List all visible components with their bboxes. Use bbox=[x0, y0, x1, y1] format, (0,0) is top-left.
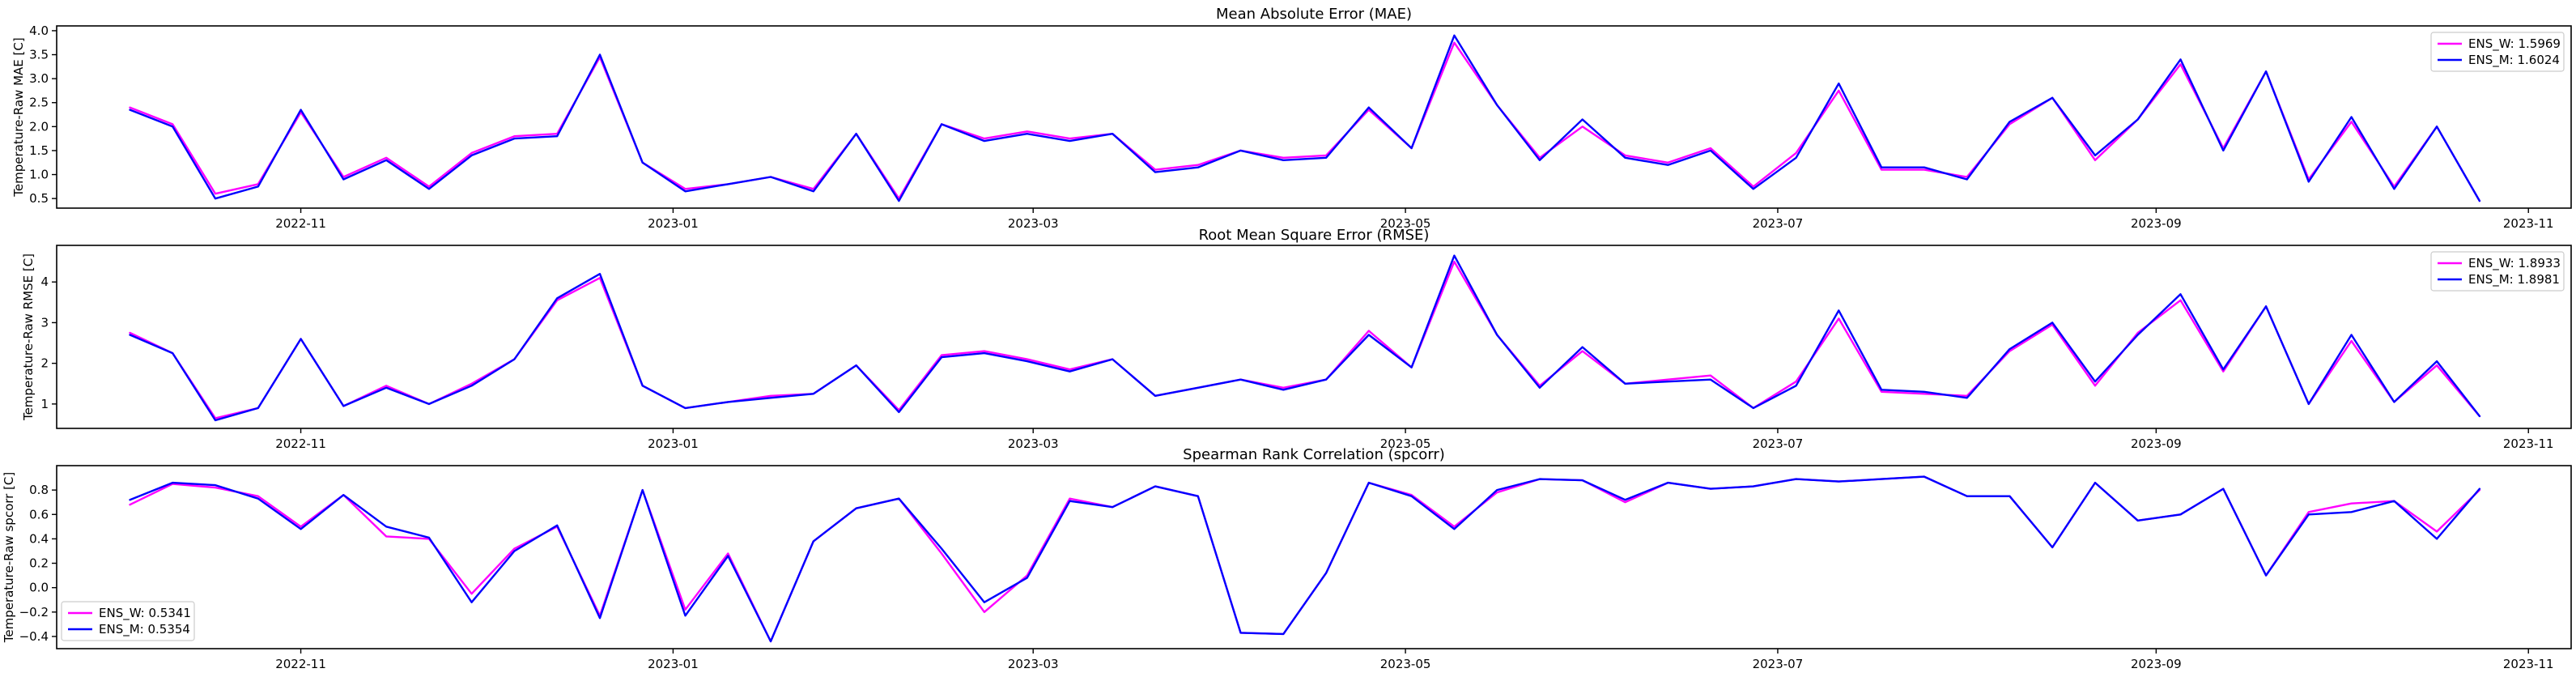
mae-y-tick-label: 2.5 bbox=[29, 96, 49, 110]
rmse-legend: ENS_W: 1.8933 ENS_M: 1.8981 bbox=[2430, 251, 2565, 292]
spcorr-y-tick-label: 0.8 bbox=[29, 483, 49, 497]
spcorr-y-tick-label: −0.2 bbox=[19, 605, 49, 620]
spcorr-series-line-ens-w bbox=[129, 475, 2481, 643]
spcorr-x-tick-label: 2023-07 bbox=[1753, 657, 1804, 671]
legend-label-ens-w: ENS_W: 0.5341 bbox=[99, 606, 191, 621]
spcorr-y-tick-label: −0.4 bbox=[19, 629, 49, 644]
mae-x-tick-label: 2023-09 bbox=[2131, 216, 2182, 231]
rmse-x-tick-label: 2023-11 bbox=[2503, 436, 2554, 451]
rmse-series-line-ens-w bbox=[129, 260, 2481, 419]
spcorr-legend: ENS_W: 0.5341 ENS_M: 0.5354 bbox=[61, 601, 195, 641]
spcorr-title: Spearman Rank Correlation (spcorr) bbox=[1183, 446, 1445, 463]
legend-label-ens-m: ENS_M: 1.8981 bbox=[2468, 272, 2560, 287]
mae-y-axis: 0.5 1.0 1.5 2.0 2.5 3.0 3.5 4.0 bbox=[29, 23, 57, 206]
mae-series-line-ens-w bbox=[129, 41, 2481, 202]
spcorr-axes-frame bbox=[56, 465, 2572, 649]
spcorr-x-tick-label: 2022-11 bbox=[275, 657, 326, 671]
mae-y-tick-label: 1.5 bbox=[29, 143, 49, 158]
mae-y-tick-label: 0.5 bbox=[29, 191, 49, 206]
rmse-x-axis: 2022-11 2023-01 2023-03 2023-05 2023-07 2023-… bbox=[275, 428, 2554, 451]
spcorr-x-tick-label: 2023-03 bbox=[1008, 657, 1059, 671]
mae-y-tick-label: 2.0 bbox=[29, 119, 49, 134]
mae-y-tick-label: 4.0 bbox=[29, 23, 49, 38]
mae-y-axis-label: Temperature-Raw MAE [C] bbox=[11, 37, 26, 197]
spcorr-x-axis: 2022-11 2023-01 2023-03 2023-05 2023-07 2023-… bbox=[275, 649, 2554, 671]
rmse-y-tick-label: 2 bbox=[40, 356, 49, 371]
legend-label-ens-m: ENS_M: 1.6024 bbox=[2468, 53, 2560, 68]
spcorr-x-tick-label: 2023-01 bbox=[648, 657, 699, 671]
mae-x-tick-label: 2023-03 bbox=[1008, 216, 1059, 231]
mae-x-tick-label: 2023-05 bbox=[1380, 216, 1431, 231]
mae-y-tick-label: 3.0 bbox=[29, 71, 49, 86]
spcorr-lines bbox=[129, 475, 2481, 643]
mae-title: Mean Absolute Error (MAE) bbox=[1216, 6, 1412, 23]
rmse-x-tick-label: 2023-03 bbox=[1008, 436, 1059, 451]
mae-series-line-ens-m bbox=[129, 34, 2481, 202]
mae-x-tick-label: 2023-07 bbox=[1753, 216, 1804, 231]
rmse-x-tick-label: 2023-09 bbox=[2131, 436, 2182, 451]
rmse-axes-frame bbox=[56, 245, 2572, 429]
spcorr-x-tick-label: 2023-05 bbox=[1380, 657, 1431, 671]
rmse-lines bbox=[129, 254, 2481, 422]
spcorr-y-axis: −0.4 −0.2 0.0 0.2 0.4 0.6 0.8 bbox=[19, 483, 57, 644]
spcorr-y-axis-label: Temperature-Raw spcorr [C] bbox=[2, 472, 16, 644]
mae-x-tick-label: 2022-11 bbox=[275, 216, 326, 231]
rmse-x-tick-label: 2023-07 bbox=[1753, 436, 1804, 451]
mae-y-tick-label: 3.5 bbox=[29, 48, 49, 62]
spcorr-y-tick-label: 0.4 bbox=[29, 531, 49, 546]
rmse-series-line-ens-m bbox=[129, 254, 2481, 422]
legend-label-ens-m: ENS_M: 0.5354 bbox=[99, 622, 190, 637]
legend-label-ens-w: ENS_W: 1.8933 bbox=[2468, 256, 2561, 271]
spcorr-y-tick-label: 0.0 bbox=[29, 581, 49, 595]
mae-x-axis: 2022-11 2023-01 2023-03 2023-05 2023-07 2023-… bbox=[275, 208, 2554, 231]
spcorr-x-tick-label: 2023-11 bbox=[2503, 657, 2554, 671]
spcorr-panel: Spearman Rank Correlation (spcorr) 2022-… bbox=[2, 446, 2572, 671]
rmse-x-tick-label: 2023-05 bbox=[1380, 436, 1431, 451]
mae-legend: ENS_W: 1.5969 ENS_M: 1.6024 bbox=[2430, 32, 2565, 72]
rmse-panel: Root Mean Square Error (RMSE) 2022-11 202… bbox=[21, 227, 2572, 451]
rmse-y-tick-label: 1 bbox=[40, 397, 49, 411]
spcorr-x-tick-label: 2023-09 bbox=[2131, 657, 2182, 671]
spcorr-y-tick-label: 0.6 bbox=[29, 507, 49, 522]
rmse-title: Root Mean Square Error (RMSE) bbox=[1199, 227, 1430, 244]
rmse-x-tick-label: 2023-01 bbox=[648, 436, 699, 451]
rmse-y-axis: 1 2 3 4 bbox=[40, 275, 57, 411]
mae-panel: Mean Absolute Error (MAE) 2022-11 2023-01… bbox=[11, 6, 2572, 231]
mae-x-tick-label: 2023-11 bbox=[2503, 216, 2554, 231]
mae-lines bbox=[129, 34, 2481, 202]
spcorr-series-line-ens-m bbox=[129, 475, 2481, 643]
mae-y-tick-label: 1.0 bbox=[29, 168, 49, 182]
mae-axes-frame bbox=[56, 25, 2572, 209]
rmse-x-tick-label: 2022-11 bbox=[275, 436, 326, 451]
rmse-y-axis-label: Temperature-Raw RMSE [C] bbox=[21, 253, 36, 421]
rmse-y-tick-label: 4 bbox=[40, 275, 49, 289]
legend-label-ens-w: ENS_W: 1.5969 bbox=[2468, 36, 2561, 52]
mae-x-tick-label: 2023-01 bbox=[648, 216, 699, 231]
rmse-y-tick-label: 3 bbox=[40, 315, 49, 330]
spcorr-y-tick-label: 0.2 bbox=[29, 556, 49, 571]
